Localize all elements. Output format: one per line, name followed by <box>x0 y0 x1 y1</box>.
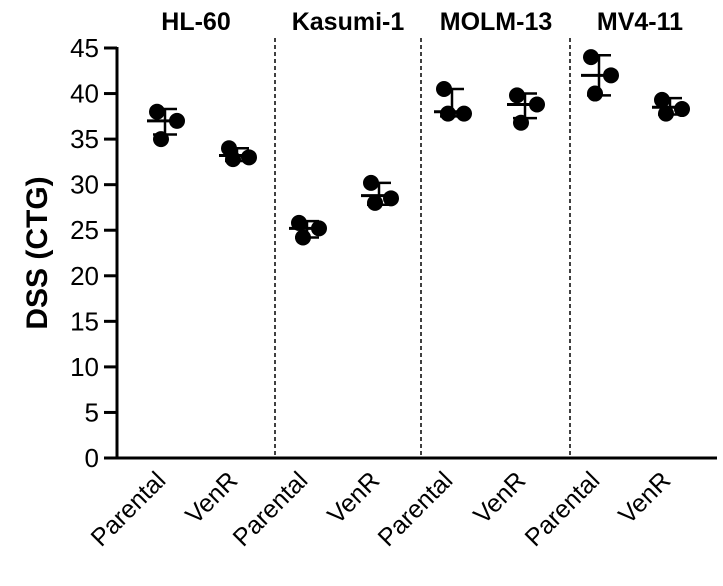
data-point <box>311 220 327 237</box>
data-point <box>440 105 456 122</box>
data-marks <box>147 49 690 246</box>
data-point <box>241 149 257 166</box>
y-tick-label: 15 <box>70 306 99 336</box>
y-tick-label: 0 <box>85 443 99 473</box>
y-axis-title: DSS (CTG) <box>21 176 54 329</box>
x-category-label: VenR <box>613 466 676 529</box>
data-point <box>363 174 379 191</box>
data-point <box>529 96 545 113</box>
panel-title: MV4-11 <box>597 8 683 36</box>
x-category-label: VenR <box>180 466 243 529</box>
x-category-label: Parental <box>373 466 459 552</box>
data-point <box>513 114 529 131</box>
x-category-label: VenR <box>322 466 385 529</box>
y-tick-label: 45 <box>70 33 99 63</box>
data-point <box>654 91 670 108</box>
x-category-label: Parental <box>520 466 606 552</box>
panel-title: Kasumi-1 <box>292 8 405 36</box>
data-point <box>674 101 690 118</box>
data-point <box>149 103 165 120</box>
x-category-label: VenR <box>468 466 531 529</box>
data-point <box>383 190 399 207</box>
x-category-label: Parental <box>86 466 172 552</box>
data-point <box>587 85 603 102</box>
data-point <box>509 87 525 104</box>
y-tick-label: 5 <box>85 397 99 427</box>
x-category-label: Parental <box>228 466 314 552</box>
data-point <box>225 151 241 168</box>
y-tick-label: 25 <box>70 215 99 245</box>
data-point <box>603 67 619 84</box>
data-point <box>367 194 383 211</box>
y-tick-label: 35 <box>70 124 99 154</box>
y-tick-label: 40 <box>70 79 99 109</box>
panel-title: HL-60 <box>161 8 230 36</box>
data-point <box>456 105 472 122</box>
data-point <box>658 105 674 122</box>
data-point <box>295 229 311 246</box>
data-point <box>436 81 452 97</box>
data-point <box>583 49 599 66</box>
axes <box>104 38 717 460</box>
labels: 0 5 10 15 20 25 30 35 40 45 DSS (CTG) HL-60 Parental… <box>21 8 683 552</box>
y-tick-label: 20 <box>70 261 99 291</box>
data-point <box>169 112 185 129</box>
panel-title: MOLM-13 <box>440 8 553 36</box>
y-tick-label: 10 <box>70 352 99 382</box>
data-point <box>291 214 307 231</box>
y-tick-label: 30 <box>70 170 99 200</box>
data-point <box>153 131 169 148</box>
